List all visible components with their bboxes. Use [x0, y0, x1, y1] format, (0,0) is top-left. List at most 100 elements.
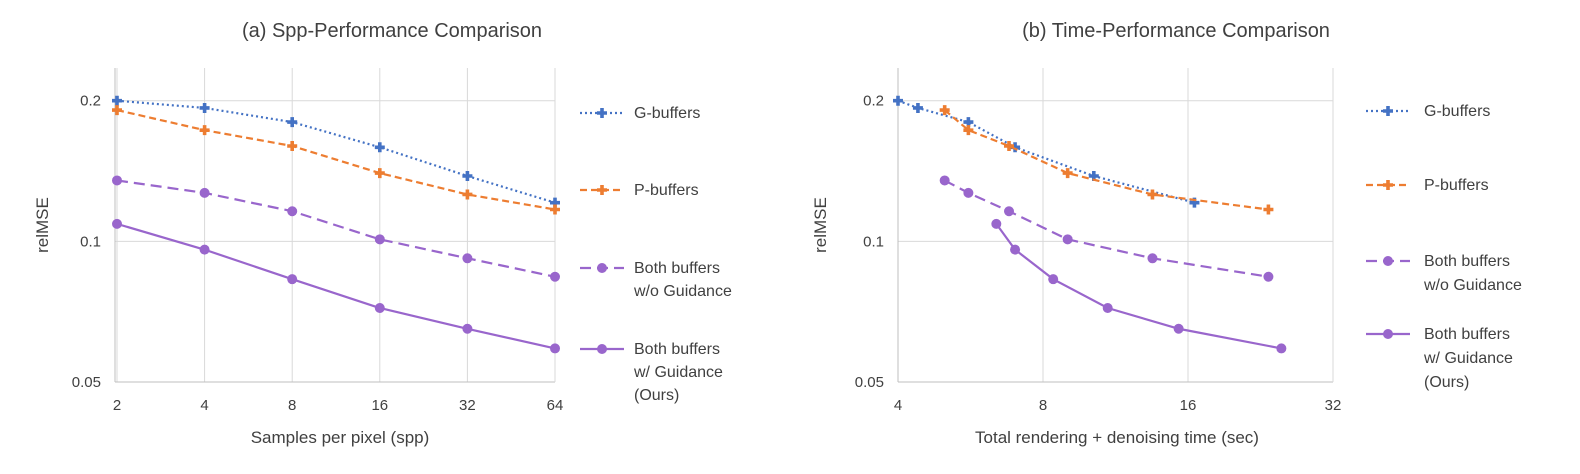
data-point [112, 218, 122, 229]
data-point [550, 204, 560, 215]
series-1 [112, 105, 560, 215]
data-point [199, 244, 210, 255]
series-line [897, 99, 1195, 204]
legend-label: w/o Guidance [633, 283, 732, 300]
data-point [374, 234, 385, 245]
legend-label: Both buffers [1424, 326, 1510, 343]
series-line [943, 109, 1269, 211]
data-point [1004, 140, 1015, 151]
data-point [939, 105, 950, 116]
data-point [893, 95, 903, 106]
x-tick-label: 32 [459, 397, 476, 414]
y-tick-label: 0.05 [855, 374, 884, 391]
data-point [963, 125, 974, 136]
series-line [116, 99, 556, 204]
data-point [199, 102, 210, 113]
series-0 [893, 95, 1200, 208]
data-point [374, 303, 385, 314]
series-2 [939, 175, 1274, 282]
legend-label: P-buffers [1424, 177, 1489, 194]
data-point [287, 140, 298, 151]
x-tick-label: 16 [1180, 397, 1197, 414]
series-line [995, 223, 1282, 350]
series-2 [112, 175, 560, 282]
data-point [287, 117, 298, 128]
data-point [1189, 197, 1200, 208]
data-point [462, 189, 473, 200]
series-line [116, 179, 556, 278]
data-point [912, 102, 923, 113]
legend-marker [597, 344, 607, 354]
data-point [550, 343, 560, 354]
data-point [1276, 343, 1287, 354]
data-point [1048, 274, 1059, 285]
data-point [1062, 168, 1073, 179]
legend-label: w/ Guidance [1423, 350, 1513, 367]
data-point [1062, 234, 1073, 245]
y-axis-label: relMSE [33, 197, 52, 253]
data-point [112, 175, 122, 186]
legend-marker [1383, 106, 1393, 116]
data-point [963, 117, 974, 128]
chart-title: (b) Time-Performance Comparison [1022, 20, 1330, 42]
legend-label: P-buffers [634, 182, 699, 199]
x-tick-label: 4 [894, 397, 902, 414]
data-point [199, 187, 210, 198]
data-point [374, 168, 385, 179]
data-point [1102, 303, 1113, 314]
legend-label: Both buffers [1424, 253, 1510, 270]
data-point [199, 125, 210, 136]
series-line [116, 108, 556, 211]
data-point [939, 175, 950, 186]
legend-marker [597, 263, 607, 273]
x-tick-label: 32 [1325, 397, 1342, 414]
legend-marker [597, 185, 607, 195]
x-tick-label: 16 [371, 397, 388, 414]
y-tick-label: 0.1 [863, 233, 884, 250]
legend-label: Both buffers [634, 341, 720, 358]
data-point [550, 197, 560, 208]
chart-title: (a) Spp-Performance Comparison [242, 20, 542, 42]
data-point [1147, 189, 1158, 200]
data-point [287, 274, 298, 285]
data-point [1088, 171, 1099, 182]
legend-marker [1383, 180, 1393, 190]
legend-label: (Ours) [634, 387, 679, 404]
legend-label: w/o Guidance [1423, 277, 1522, 294]
data-point [1147, 253, 1158, 264]
data-point [1263, 204, 1274, 215]
data-point [1010, 244, 1021, 255]
x-axis-label: Total rendering + denoising time (sec) [975, 428, 1259, 447]
data-point [462, 171, 473, 182]
x-axis-label: Samples per pixel (spp) [251, 428, 430, 447]
y-tick-label: 0.1 [80, 233, 101, 250]
data-point [1173, 323, 1184, 334]
legend-label: G-buffers [634, 105, 700, 122]
x-tick-label: 64 [547, 397, 564, 414]
x-tick-label: 8 [1039, 397, 1047, 414]
y-tick-label: 0.2 [863, 93, 884, 110]
legend-marker [1383, 256, 1393, 266]
legend-label: Both buffers [634, 260, 720, 277]
data-point [550, 271, 560, 282]
y-tick-label: 0.05 [72, 374, 101, 391]
y-axis-label: relMSE [811, 197, 830, 253]
series-3 [112, 218, 560, 354]
data-point [287, 206, 298, 217]
legend-label: w/ Guidance [633, 364, 723, 381]
x-tick-label: 2 [113, 397, 121, 414]
data-point [112, 105, 122, 116]
series-line [944, 179, 1269, 278]
data-point [963, 187, 974, 198]
data-point [462, 323, 473, 334]
series-3 [991, 218, 1287, 354]
data-point [374, 142, 385, 153]
data-point [1263, 271, 1274, 282]
series-1 [939, 105, 1274, 215]
series-line [116, 222, 556, 350]
data-point [462, 253, 473, 264]
legend-label: (Ours) [1424, 374, 1469, 391]
x-tick-label: 4 [200, 397, 208, 414]
data-point [1010, 142, 1021, 153]
